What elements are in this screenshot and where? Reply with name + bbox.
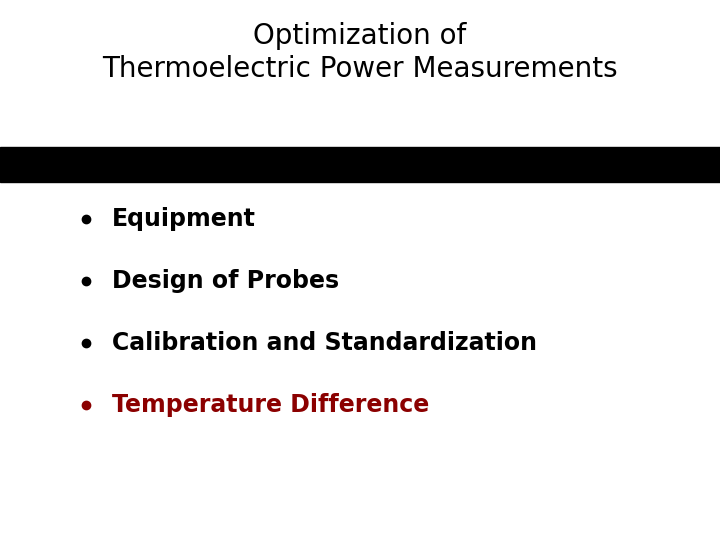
Bar	[0, 147, 720, 183]
Text: Temperature Difference: Temperature Difference	[112, 393, 429, 417]
Text: Calibration and Standardization: Calibration and Standardization	[112, 331, 536, 355]
Text: Equipment: Equipment	[112, 207, 256, 231]
Text: Optimization of
Thermoelectric Power Measurements: Optimization of Thermoelectric Power Mea…	[102, 22, 618, 83]
Text: Design of Probes: Design of Probes	[112, 269, 338, 293]
